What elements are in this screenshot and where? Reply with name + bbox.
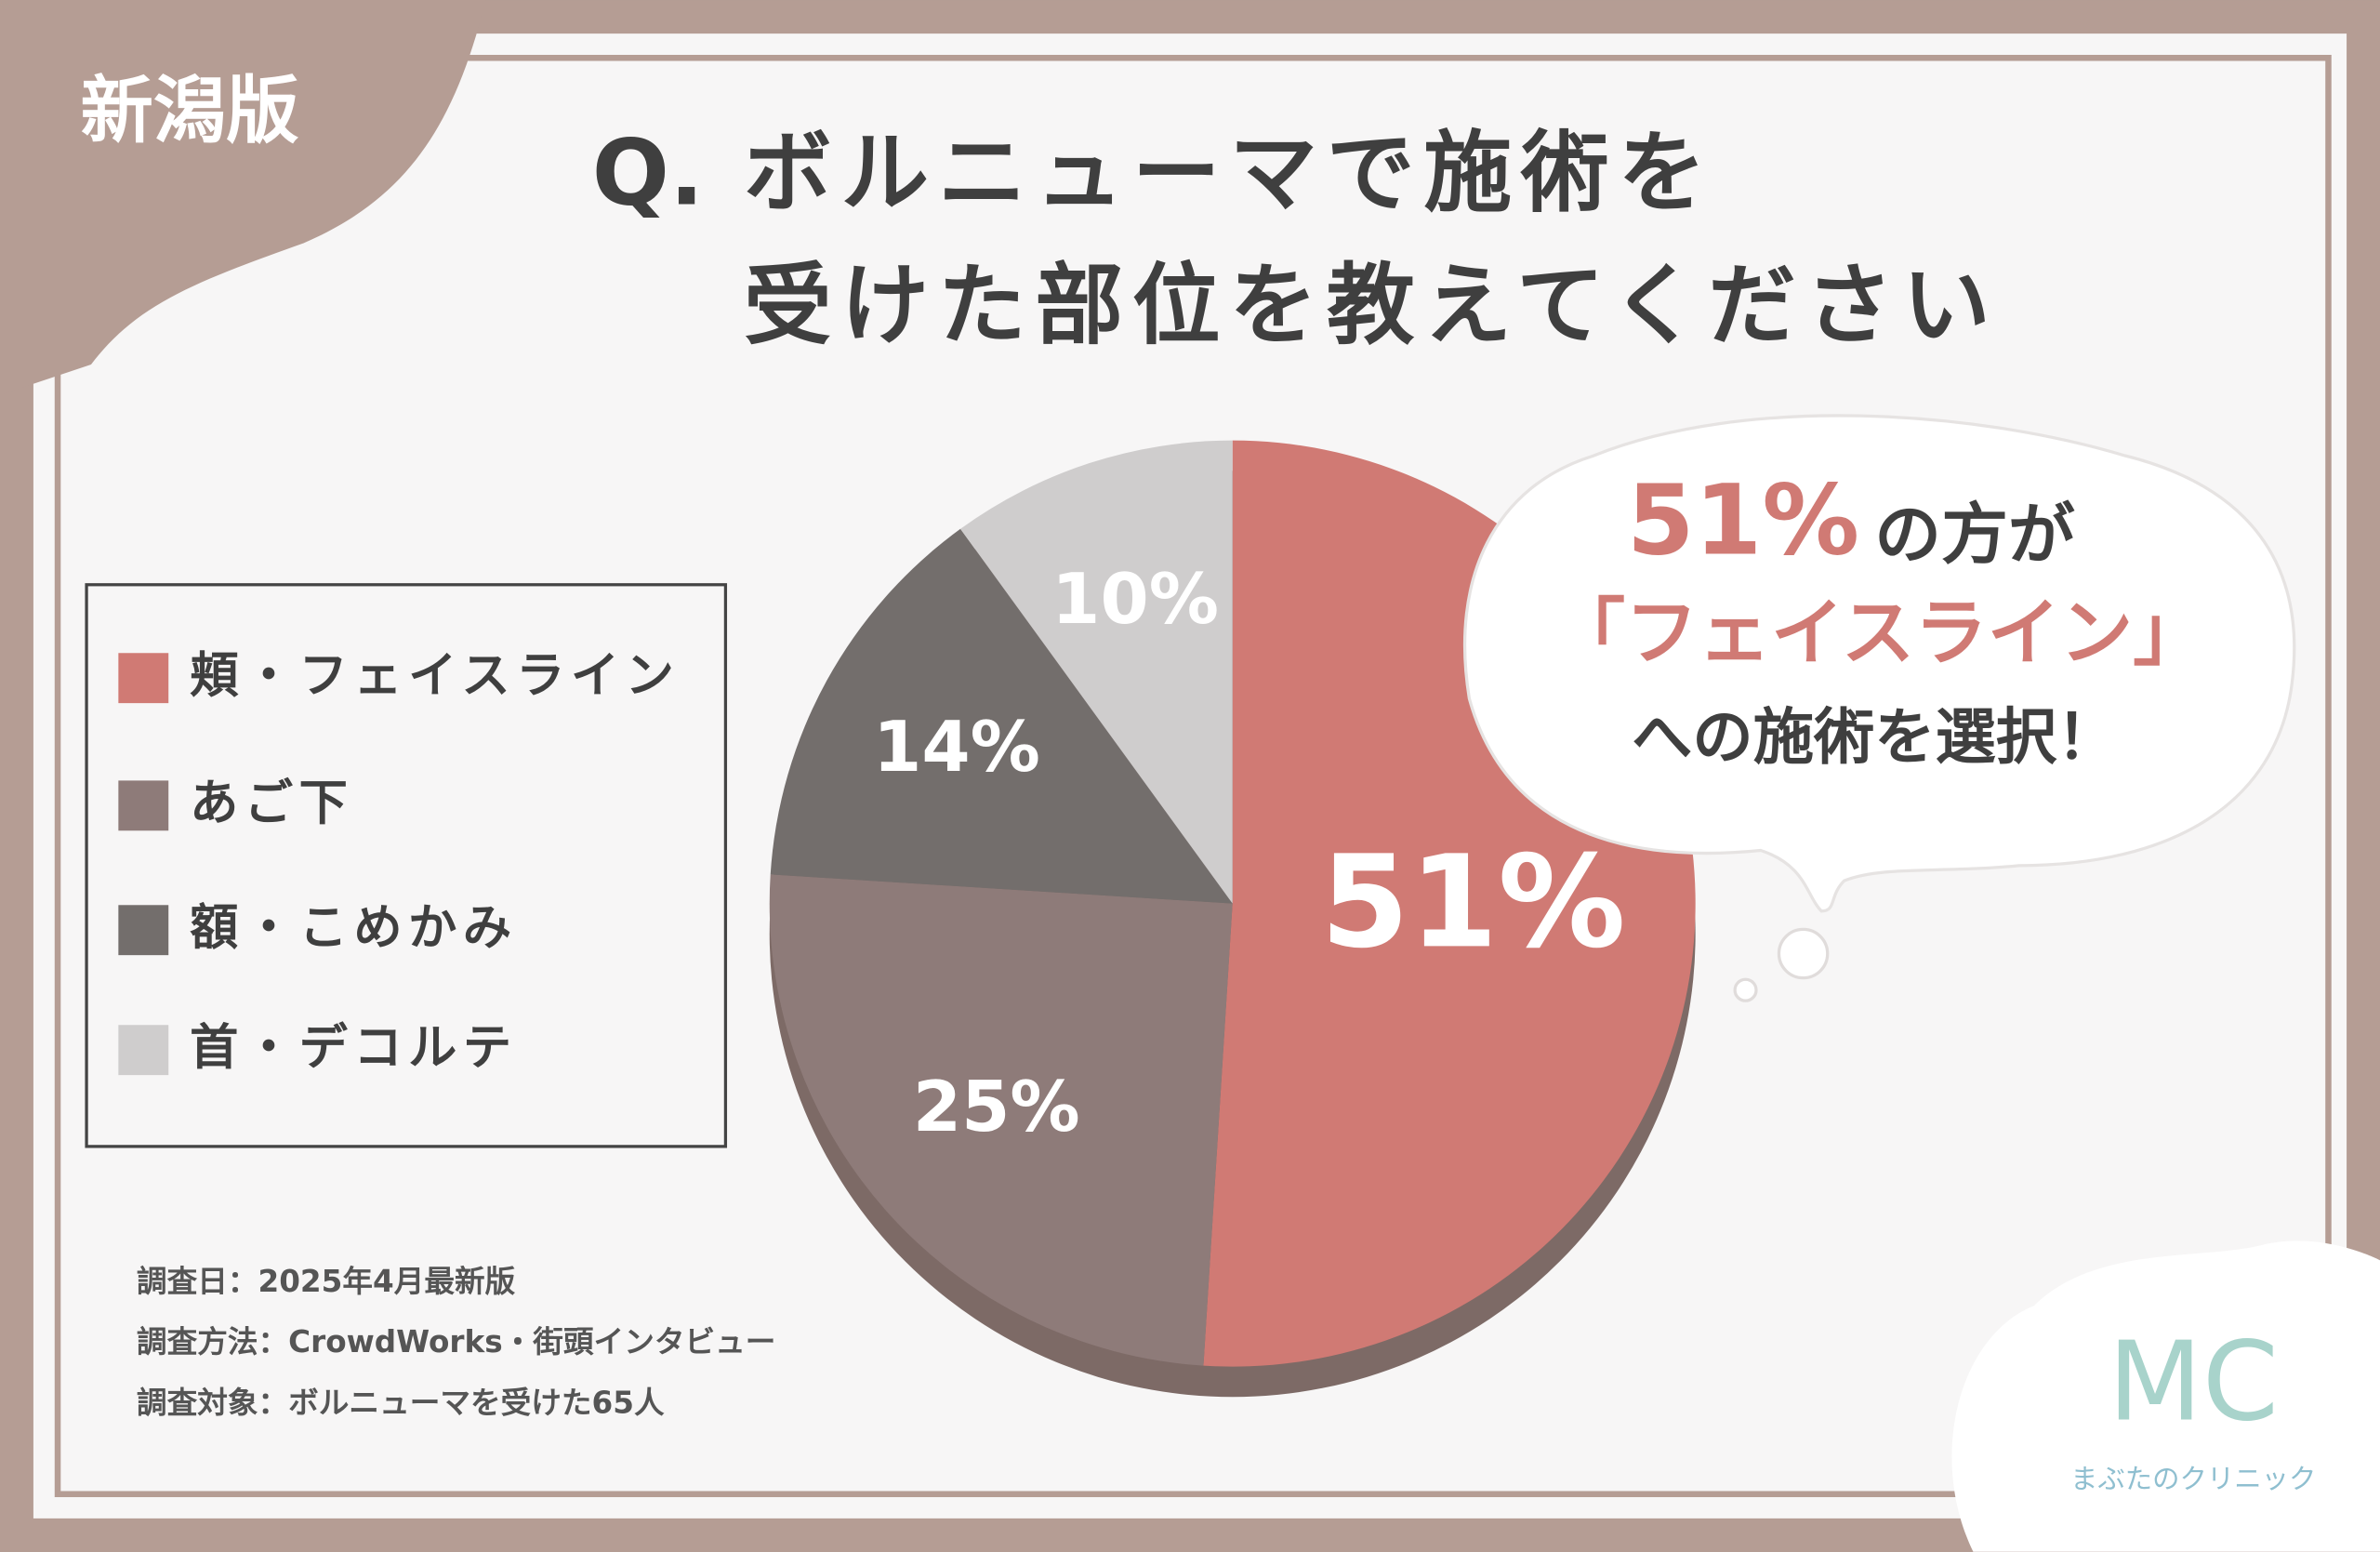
- value-label: 25%: [913, 1066, 1080, 1147]
- title-line: 受けた部位を教えてください: [744, 255, 2000, 357]
- bubble-dot: [1733, 977, 1758, 1002]
- legend-swatch: [118, 780, 169, 831]
- callout-text: 「フェイスライン」: [1553, 590, 2206, 675]
- value-label: 51%: [1320, 829, 1625, 976]
- callout-text: への施術を選択！: [1632, 702, 2117, 773]
- callout-text: の方が: [1874, 495, 2075, 573]
- legend-label: 頬・フェイスライン: [190, 648, 680, 704]
- callout: 51% の方が 「フェイスライン」 への施術を選択！: [1462, 414, 2296, 1002]
- badge-shape: [0, 0, 486, 395]
- pie: 51% 25% 14%10%: [769, 440, 1696, 1398]
- badge: 新潟版: [81, 69, 299, 153]
- value-label: 14%: [873, 706, 1040, 788]
- value-label: 10%: [1051, 558, 1219, 640]
- legend-swatch: [118, 905, 169, 956]
- legend-box: [85, 583, 728, 1148]
- legend-label: 首・デコルテ: [190, 1020, 518, 1076]
- logo-mark: MC: [2108, 1318, 2279, 1445]
- pie-slice: [769, 874, 1233, 1366]
- note: 調査日：2025年4月最新版: [137, 1264, 516, 1299]
- bubble-dot: [1777, 927, 1830, 980]
- logo-name: まぶたのクリニック: [2070, 1464, 2316, 1495]
- inner-border: [54, 54, 2332, 1498]
- speech-bubble: [1462, 414, 2296, 913]
- note: 調査方法：CrowdWorks・街頭インタビュー: [137, 1324, 775, 1360]
- title-line: ボルニューマで施術を: [744, 123, 1715, 225]
- pie-slice: [960, 440, 1233, 904]
- pie-slice: [770, 528, 1233, 904]
- note: 調査対象：ボルニューマを受けた65人: [137, 1385, 665, 1420]
- callout-highlight: 51%: [1627, 464, 1859, 577]
- legend-swatch: [118, 653, 169, 704]
- logo-cloud: [1951, 1240, 2380, 1552]
- legend-swatch: [118, 1025, 169, 1076]
- title-prefix: Q.: [592, 121, 704, 227]
- legend-label: あご下: [190, 776, 353, 831]
- legend-label: 額・こめかみ: [190, 900, 518, 956]
